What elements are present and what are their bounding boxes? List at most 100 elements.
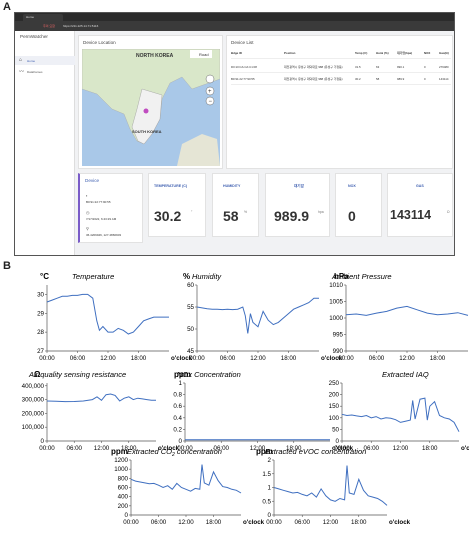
- metric-card-pressure: 대기압 989.9 hpa: [265, 173, 330, 237]
- y-tick-label: 995: [333, 332, 344, 339]
- browser-tab[interactable]: Home: [23, 14, 63, 21]
- axis-unit: ppm: [256, 447, 273, 456]
- series-line: [130, 464, 242, 494]
- x-tick-label: 00:00: [338, 355, 354, 362]
- map-zoom-in-icon[interactable]: [205, 86, 215, 96]
- table-cell: 58: [376, 77, 380, 81]
- table-cell: 989.9: [397, 77, 405, 81]
- device-card: Device ▪ B0:91:22:77:90:55 ◷ 7/17/2022, …: [78, 173, 143, 243]
- x-tick-label: 00:00: [123, 519, 139, 526]
- device-location-title: Device Location: [83, 40, 116, 45]
- x-tick-label: 00:00: [39, 445, 55, 452]
- series-line: [196, 297, 319, 334]
- x-tick-label: 06:00: [67, 445, 83, 452]
- browser-urlbar[interactable]: 주의 요함 https://211.225.14.71:5116: [15, 21, 454, 31]
- y-tick-label: 100: [329, 415, 340, 422]
- metric-card-temperature: TEMPERATURE (C) 30.2 °: [148, 173, 206, 237]
- x-axis-label: o'clock: [332, 445, 354, 452]
- home-icon: ⌂: [19, 57, 23, 63]
- axis-unit: Ω: [34, 370, 41, 379]
- metric-label: 대기압: [294, 184, 304, 188]
- metric-value: 143114: [390, 208, 432, 222]
- x-tick-label: 06:00: [364, 445, 380, 452]
- table-header-cell: Position: [284, 51, 296, 55]
- table-header: Bdge ID Position Temp (C) Humi (%) 대기압(hpa) N…: [231, 48, 451, 59]
- map-zoom-out-icon[interactable]: [205, 96, 215, 106]
- x-tick-label: 12:00: [323, 519, 339, 526]
- sidebar-item-dataframes[interactable]: 〰 Dataframes: [15, 67, 75, 76]
- table-header-cell: 대기압(hpa): [397, 51, 413, 55]
- y-tick-label: 0.4: [173, 415, 182, 422]
- series-line: [46, 393, 156, 403]
- axis-unit: °C: [40, 272, 49, 281]
- y-tick-label: 0: [179, 438, 183, 445]
- table-cell: 276480: [439, 65, 449, 69]
- y-tick-label: 0.6: [173, 403, 182, 410]
- sidebar-item-home[interactable]: ⌂ Home: [15, 56, 75, 65]
- y-tick-label: 100,000: [22, 424, 45, 431]
- table-header-cell: Bdge ID: [231, 51, 242, 55]
- y-tick-label: 60: [187, 282, 194, 289]
- map-marker-icon[interactable]: [143, 108, 149, 114]
- x-tick-label: 00:00: [266, 519, 282, 526]
- y-tick-label: 300,000: [22, 397, 45, 404]
- x-tick-label: 00:00: [334, 445, 350, 452]
- table-header-cell: Humi (%): [376, 51, 389, 55]
- table-cell: 990.1: [397, 65, 405, 69]
- x-tick-label: 18:00: [286, 445, 302, 452]
- y-tick-label: 400: [118, 494, 129, 501]
- table-row[interactable]: D0:10:CA:CA:C1:08 대전광역시 유성구 대덕대로 988 (유성구…: [231, 62, 451, 73]
- y-tick-label: 50: [332, 426, 339, 433]
- table-header-cell: NOX: [424, 51, 431, 55]
- panel-label-a: A: [3, 1, 11, 13]
- metric-label: HUMIDITY: [223, 184, 241, 188]
- browser-titlebar: Home: [15, 13, 454, 21]
- y-tick-label: 1200: [114, 457, 128, 464]
- chart-title: Ambient Pressure: [331, 272, 392, 281]
- map-road-button[interactable]: Road: [199, 52, 209, 57]
- series-line: [345, 305, 469, 316]
- y-tick-label: 200,000: [22, 410, 45, 417]
- y-tick-label: 990: [333, 348, 344, 355]
- table-row[interactable]: B0:91:22:77:90:55 대전광역시 유성구 대덕대로 988 (유성구…: [231, 74, 451, 85]
- table-cell: 143114: [439, 77, 449, 81]
- map[interactable]: NORTH KOREA SOUTH KOREA Road + −: [82, 49, 220, 166]
- x-tick-label: 12:00: [250, 445, 266, 452]
- map-locate-icon[interactable]: [205, 74, 215, 84]
- x-tick-label: 06:00: [369, 355, 385, 362]
- warning-text: 주의 요함: [43, 24, 55, 28]
- y-tick-label: 0: [41, 438, 45, 445]
- svg-text:−: −: [209, 99, 213, 105]
- metric-value: 0: [348, 208, 356, 224]
- metric-label: NOX: [348, 184, 356, 188]
- y-tick-label: 1.5: [262, 471, 271, 478]
- axis-unit: %: [183, 272, 190, 281]
- y-tick-label: 2: [268, 457, 272, 464]
- series-line: [341, 397, 460, 432]
- y-tick-label: 55: [187, 304, 194, 311]
- metric-card-nox: NOX 0: [335, 173, 382, 237]
- clock-icon: ◷: [86, 210, 90, 215]
- chart-title: Humidity: [192, 272, 222, 281]
- metric-unit: hpa: [318, 210, 324, 214]
- y-tick-label: 1: [268, 485, 272, 492]
- chart-6: Extracted IAQ 0 50 100 150 200 250 00:00 06:00 12…: [329, 370, 469, 452]
- table-cell: 대전광역시 유성구 대덕대로 988 (유성구 가정동): [284, 65, 343, 69]
- series-line: [46, 293, 169, 335]
- y-tick-label: 600: [118, 485, 129, 492]
- y-tick-label: 250: [329, 380, 340, 387]
- device-list-title: Device List: [231, 40, 254, 45]
- y-tick-label: 200: [118, 503, 129, 510]
- x-tick-label: 18:00: [206, 519, 222, 526]
- metric-label: TEMPERATURE (C): [154, 184, 188, 188]
- x-axis-label: o'clock: [158, 445, 180, 452]
- x-tick-label: 12:00: [100, 355, 116, 362]
- metric-unit: °: [191, 210, 193, 214]
- table-cell: 대전광역시 유성구 대덕대로 988 (유성구 가정동): [284, 77, 343, 81]
- device-title: Device: [85, 178, 100, 183]
- sidebar-item-label: Home: [27, 59, 36, 63]
- x-tick-label: 12:00: [393, 445, 409, 452]
